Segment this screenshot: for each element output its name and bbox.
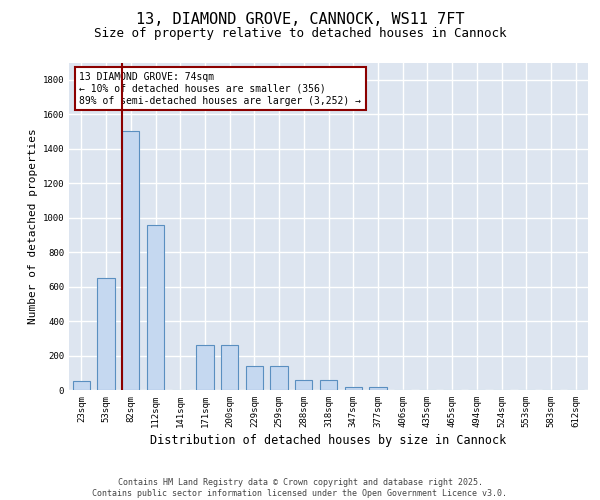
Bar [196, 345, 214, 390]
Bar [295, 380, 313, 390]
Bar [369, 386, 386, 390]
Bar [344, 386, 362, 390]
Bar [73, 382, 90, 390]
Y-axis label: Number of detached properties: Number of detached properties [28, 128, 38, 324]
Text: Size of property relative to detached houses in Cannock: Size of property relative to detached ho… [94, 28, 506, 40]
Bar [246, 366, 263, 390]
X-axis label: Distribution of detached houses by size in Cannock: Distribution of detached houses by size … [151, 434, 506, 447]
Bar [320, 380, 337, 390]
Text: Contains HM Land Registry data © Crown copyright and database right 2025.
Contai: Contains HM Land Registry data © Crown c… [92, 478, 508, 498]
Bar [271, 366, 288, 390]
Bar [221, 345, 238, 390]
Bar [147, 224, 164, 390]
Text: 13, DIAMOND GROVE, CANNOCK, WS11 7FT: 13, DIAMOND GROVE, CANNOCK, WS11 7FT [136, 12, 464, 28]
Bar [122, 132, 139, 390]
Text: 13 DIAMOND GROVE: 74sqm
← 10% of detached houses are smaller (356)
89% of semi-d: 13 DIAMOND GROVE: 74sqm ← 10% of detache… [79, 72, 361, 106]
Bar [97, 278, 115, 390]
